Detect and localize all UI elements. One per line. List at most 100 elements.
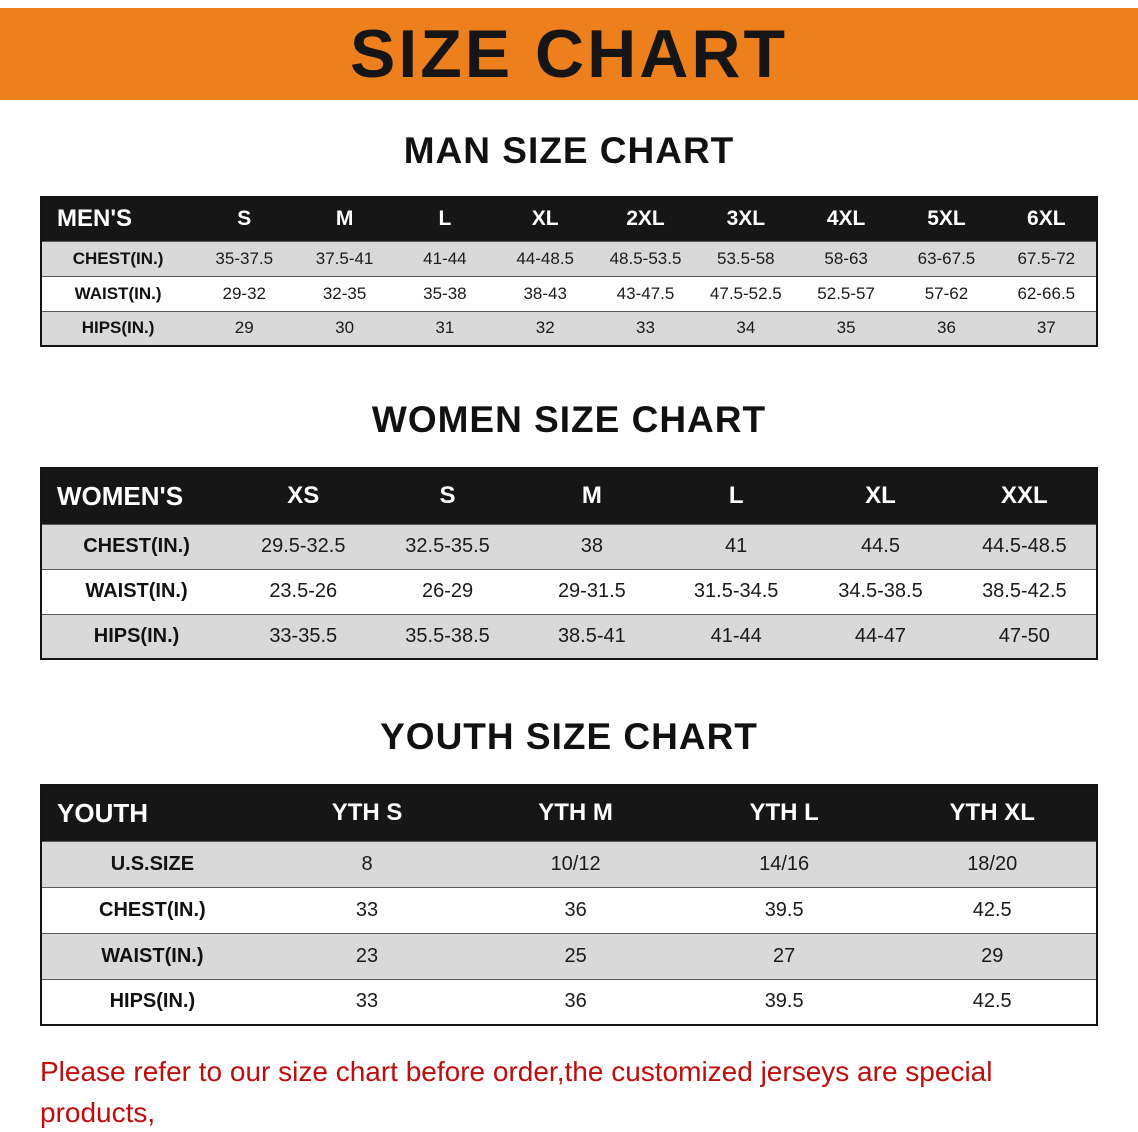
table-row: WAIST(IN.) 23.5-26 26-29 29-31.5 31.5-34.5 34…: [41, 568, 1097, 614]
size-value: 14/16: [679, 840, 889, 887]
measurement-row-label: CHEST(IN.): [41, 886, 263, 933]
size-value: 8: [262, 840, 472, 887]
size-value: 44.5-48.5: [952, 523, 1097, 569]
size-value: 47.5-52.5: [695, 275, 796, 311]
size-value: 34: [695, 310, 796, 346]
size-column-header: YTH S: [262, 785, 472, 841]
table-row: HIPS(IN.) 33 36 39.5 42.5: [41, 978, 1097, 1025]
measurement-row-label: HIPS(IN.): [41, 613, 232, 659]
order-notice: Please refer to our size chart before or…: [40, 1052, 1098, 1132]
size-value: 37.5-41: [294, 240, 395, 276]
measurement-row-label: HIPS(IN.): [41, 310, 195, 346]
youth-size-table: YOUTH YTH S YTH M YTH L YTH XL U.S.SIZE 8 10/12…: [40, 784, 1098, 1026]
measurement-row-label: CHEST(IN.): [41, 240, 195, 276]
size-value: 44.5: [808, 523, 953, 569]
size-value: 43-47.5: [595, 275, 696, 311]
size-value: 23: [262, 932, 472, 979]
table-header-row: YOUTH YTH S YTH M YTH L YTH XL: [41, 785, 1097, 841]
page-title: SIZE CHART: [350, 16, 788, 92]
size-value: 31: [394, 310, 496, 346]
size-column-header: 3XL: [695, 197, 796, 241]
youth-size-chart-section: YOUTH SIZE CHART YOUTH YTH S YTH M YTH L YTH…: [0, 716, 1138, 1026]
size-value: 35-37.5: [194, 240, 295, 276]
size-value: 29: [888, 932, 1097, 979]
measurement-row-label: U.S.SIZE: [41, 840, 263, 887]
size-value: 53.5-58: [695, 240, 796, 276]
size-column-header: M: [294, 197, 395, 241]
size-value: 29-32: [194, 275, 295, 311]
size-value: 29: [194, 310, 295, 346]
size-value: 41-44: [664, 613, 809, 659]
size-value: 39.5: [679, 886, 889, 933]
table-header-row: MEN'S S M L XL 2XL 3XL 4XL 5XL 6XL: [41, 197, 1097, 241]
measurement-row-label: CHEST(IN.): [41, 523, 232, 569]
table-corner-label: YOUTH: [41, 785, 263, 841]
size-value: 52.5-57: [795, 275, 897, 311]
size-value: 38.5-41: [519, 613, 665, 659]
size-column-header: S: [194, 197, 295, 241]
size-value: 35.5-38.5: [375, 613, 520, 659]
size-column-header: 4XL: [795, 197, 897, 241]
size-value: 41-44: [394, 240, 496, 276]
men-size-chart-section: MAN SIZE CHART MEN'S S M L XL 2XL 3XL 4XL 5XL 6XL…: [0, 130, 1138, 347]
size-value: 30: [294, 310, 395, 346]
size-column-header: 2XL: [595, 197, 696, 241]
size-value: 35-38: [394, 275, 496, 311]
table-row: HIPS(IN.) 33-35.5 35.5-38.5 38.5-41 41-44 44-…: [41, 613, 1097, 659]
size-value: 42.5: [888, 978, 1097, 1025]
youth-size-table-wrap: YOUTH YTH S YTH M YTH L YTH XL U.S.SIZE 8 10/12…: [40, 784, 1098, 1026]
size-column-header: YTH M: [471, 785, 680, 841]
size-value: 62-66.5: [996, 275, 1097, 311]
table-row: CHEST(IN.) 33 36 39.5 42.5: [41, 886, 1097, 933]
size-value: 47-50: [952, 613, 1097, 659]
size-value: 27: [679, 932, 889, 979]
size-value: 29.5-32.5: [231, 523, 376, 569]
table-header-row: WOMEN'S XS S M L XL XXL: [41, 468, 1097, 524]
size-value: 31.5-34.5: [664, 568, 809, 614]
order-notice-line-1: Please refer to our size chart before or…: [40, 1056, 993, 1128]
table-row: WAIST(IN.) 23 25 27 29: [41, 932, 1097, 979]
measurement-row-label: WAIST(IN.): [41, 932, 263, 979]
size-value: 36: [471, 978, 680, 1025]
size-column-header: S: [375, 468, 520, 524]
size-column-header: YTH L: [679, 785, 889, 841]
size-value: 29-31.5: [519, 568, 665, 614]
size-value: 32: [495, 310, 596, 346]
size-value: 63-67.5: [896, 240, 997, 276]
size-column-header: L: [664, 468, 809, 524]
man-size-chart-heading: MAN SIZE CHART: [403, 130, 735, 171]
measurement-row-label: HIPS(IN.): [41, 978, 263, 1025]
size-value: 35: [795, 310, 897, 346]
size-chart-banner: SIZE CHART: [0, 8, 1138, 100]
size-value: 48.5-53.5: [595, 240, 696, 276]
table-row: CHEST(IN.) 29.5-32.5 32.5-35.5 38 41 44.5 44.5…: [41, 523, 1097, 569]
size-value: 38: [519, 523, 665, 569]
measurement-row-label: WAIST(IN.): [41, 568, 232, 614]
size-value: 36: [471, 886, 680, 933]
size-value: 18/20: [888, 840, 1097, 887]
men-size-table: MEN'S S M L XL 2XL 3XL 4XL 5XL 6XL CHEST(IN.) 35-37…: [40, 196, 1098, 347]
size-value: 26-29: [375, 568, 520, 614]
youth-size-chart-heading: YOUTH SIZE CHART: [380, 716, 758, 757]
size-column-header: XL: [808, 468, 953, 524]
size-value: 33: [595, 310, 696, 346]
size-value: 32.5-35.5: [375, 523, 520, 569]
size-value: 23.5-26: [231, 568, 376, 614]
size-value: 37: [996, 310, 1097, 346]
size-value: 41: [664, 523, 809, 569]
size-column-header: XXL: [952, 468, 1097, 524]
size-value: 67.5-72: [996, 240, 1097, 276]
size-value: 33: [262, 978, 472, 1025]
size-value: 39.5: [679, 978, 889, 1025]
men-size-table-wrap: MEN'S S M L XL 2XL 3XL 4XL 5XL 6XL CHEST(IN.) 35-37…: [40, 196, 1098, 347]
size-column-header: 5XL: [896, 197, 997, 241]
size-value: 58-63: [795, 240, 897, 276]
size-column-header: L: [394, 197, 496, 241]
size-column-header: XS: [231, 468, 376, 524]
size-value: 38-43: [495, 275, 596, 311]
women-size-chart-section: WOMEN SIZE CHART WOMEN'S XS S M L XL XXL CHEST(…: [0, 399, 1138, 660]
size-value: 32-35: [294, 275, 395, 311]
size-value: 57-62: [896, 275, 997, 311]
table-row: WAIST(IN.) 29-32 32-35 35-38 38-43 43-47.5 47.…: [41, 275, 1097, 311]
